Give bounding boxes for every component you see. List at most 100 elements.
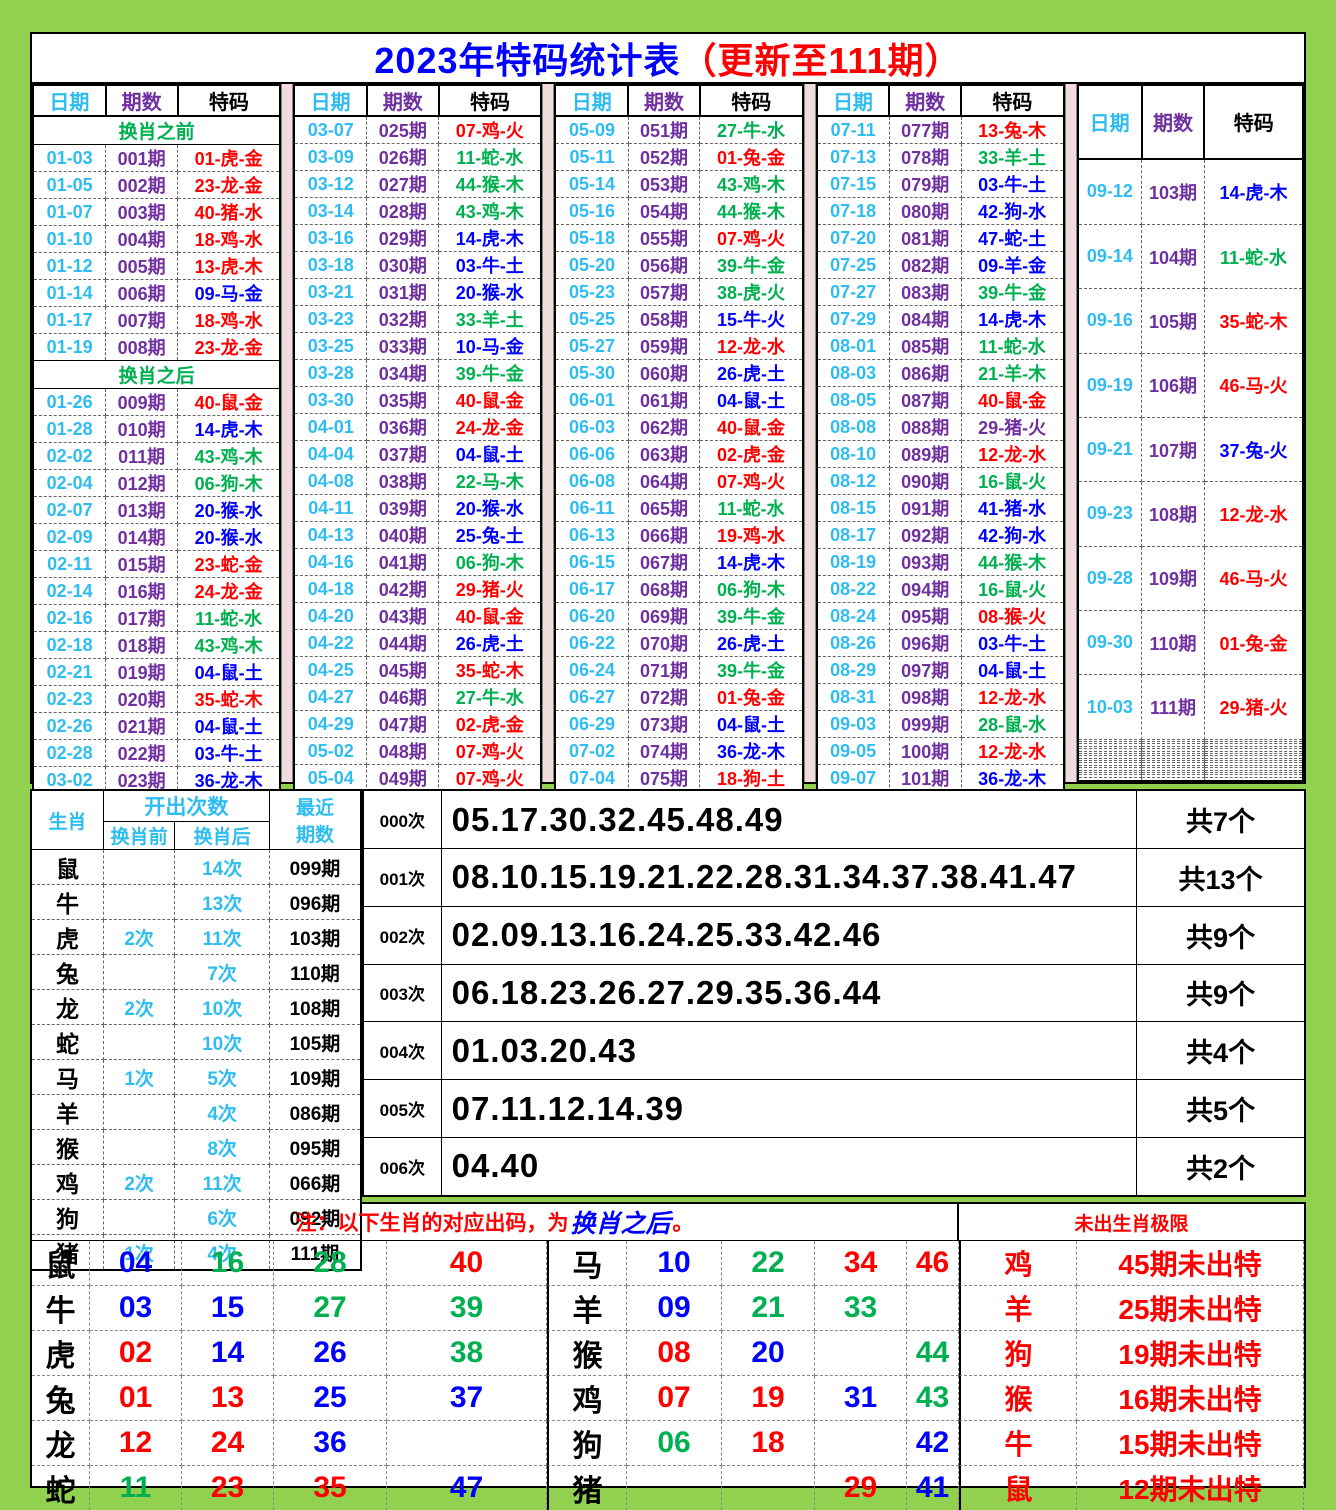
after-count-cell: 14次	[174, 849, 270, 885]
period-cell: 064期	[627, 467, 701, 495]
date-cell: 05-25	[554, 305, 629, 333]
table-row: 06-06 063期 02-虎-金	[554, 440, 804, 468]
period-cell: 009期	[105, 388, 179, 416]
empty-cell	[1203, 776, 1304, 782]
after-count-cell: 10次	[174, 989, 270, 1025]
zodiac-number-cell: 42	[907, 1421, 959, 1466]
table-row: 09-14 104期 11-蛇-水	[1077, 223, 1304, 290]
special-code-cell: 46-马-火	[1203, 352, 1304, 418]
period-cell: 087期	[888, 386, 962, 414]
table-row: 02-21 019期 04-鼠-土	[32, 658, 281, 686]
table-row: 04-25 045期 35-蛇-木	[293, 656, 542, 684]
count-label-cell: 003次	[362, 963, 442, 1023]
special-code-cell: 40-鼠-金	[699, 413, 804, 441]
table-row: 03-07 025期 07-鸡-火	[293, 115, 542, 144]
period-cell: 004期	[105, 225, 179, 253]
zodiac-number-cell: 31	[815, 1376, 907, 1421]
zodiac-name-cell: 龙	[30, 989, 104, 1025]
zodiac-name-right: 羊	[547, 1286, 627, 1331]
period-cell: 096期	[888, 629, 962, 657]
count-label-cell: 005次	[362, 1079, 442, 1138]
date-cell: 06-24	[554, 656, 629, 684]
date-cell: 02-26	[32, 712, 107, 740]
table-row: 08-17 092期 42-狗-水	[816, 521, 1065, 549]
table-row: 09-07 101期 36-龙-木	[816, 764, 1065, 792]
zodiac-name-right: 猴	[547, 1331, 627, 1376]
period-cell: 108期	[1141, 481, 1205, 547]
period-cell: 048期	[366, 737, 440, 765]
limit-text-cell: 45期未出特	[1077, 1241, 1304, 1286]
table-row: 06-20 069期 39-牛-金	[554, 602, 804, 630]
special-code-cell: 12-龙-水	[1203, 481, 1304, 547]
table-row: 07-27 083期 39-牛-金	[816, 278, 1065, 306]
special-code-cell: 06-狗-木	[177, 469, 281, 497]
table-row: 02-07 013期 20-猴-水	[32, 496, 281, 524]
table-row: 08-19 093期 44-猴-木	[816, 548, 1065, 576]
zodiac-stats-row: 牛 13次 096期	[30, 884, 362, 920]
special-code-cell: 44-猴-木	[960, 548, 1065, 576]
zodiac-stats-row: 龙 2次 10次 108期	[30, 989, 362, 1025]
table-row: 01-03 001期 01-虎-金	[32, 144, 281, 172]
table-row: 02-23 020期 35-蛇-木	[32, 685, 281, 713]
period-cell: 054期	[627, 197, 701, 225]
period-cell: 078期	[888, 143, 962, 171]
special-code-cell: 29-猪-火	[1203, 674, 1304, 740]
period-table-groups: 日期 期数 特码 换肖之前 01-03 001期 01-虎-金 01-05 002期 23-龙-金…	[32, 84, 1305, 822]
period-cell: 093期	[888, 548, 962, 576]
date-cell: 06-27	[554, 683, 629, 711]
special-code-cell: 03-牛-土	[177, 739, 281, 767]
period-cell: 057期	[627, 278, 701, 306]
before-count-cell	[102, 1094, 176, 1130]
zodiac-name-cell: 猴	[30, 1129, 104, 1165]
zodiac-name-left: 鼠	[32, 1241, 90, 1286]
period-table-3: 日期 期数 特码 05-09 051期 27-牛-水 05-11 052期 01-兔-金 05-1…	[554, 84, 804, 820]
zodiac-stats-row: 鸡 2次 11次 066期	[30, 1164, 362, 1200]
date-cell: 01-17	[32, 306, 107, 334]
table-row: 06-27 072期 01-兔-金	[554, 683, 804, 711]
note-suffix: 。	[672, 1212, 694, 1235]
table-row: 04-04 037期 04-鼠-土	[293, 440, 542, 468]
period-cell: 071期	[627, 656, 701, 684]
special-code-cell: 44-猴-木	[438, 170, 542, 198]
after-count-cell: 6次	[174, 1199, 270, 1235]
zodiac-statistics-section: 生肖 开出次数 最近 期数 换肖前 换肖后鼠 14次 099期牛 13次 096期虎 2次 11次 10…	[30, 789, 1306, 1271]
zodiac-number-cell: 22	[722, 1241, 815, 1286]
section-label: 换肖之前	[32, 115, 281, 145]
date-cell: 06-20	[554, 602, 629, 630]
date-cell: 03-28	[293, 359, 368, 387]
table-row: 03-30 035期 40-鼠-金	[293, 386, 542, 414]
special-code-cell: 35-蛇-木	[177, 685, 281, 713]
date-cell: 08-15	[816, 494, 890, 522]
special-code-cell: 23-龙-金	[177, 333, 281, 361]
date-cell: 06-29	[554, 710, 629, 738]
special-code-cell: 26-虎-土	[438, 629, 542, 657]
zodiac-header: 生肖	[30, 789, 104, 850]
special-code-cell: 39-牛-金	[960, 278, 1065, 306]
date-cell: 08-24	[816, 602, 890, 630]
zodiac-number-cell: 10	[627, 1241, 722, 1286]
table-row: 04-01 036期 24-龙-金	[293, 413, 542, 441]
period-cell: 003期	[105, 198, 179, 226]
special-code-cell: 22-马-木	[438, 467, 542, 495]
before-count-cell	[102, 849, 176, 885]
zodiac-number-cell	[815, 1421, 907, 1466]
table-row: 06-03 062期 40-鼠-金	[554, 413, 804, 441]
zodiac-name-cell: 鼠	[30, 849, 104, 885]
special-code-cell: 03-牛-土	[960, 629, 1065, 657]
zodiac-number-cell: 43	[907, 1376, 959, 1421]
date-cell: 03-09	[293, 143, 368, 171]
special-code-cell: 27-牛-水	[699, 115, 804, 144]
limit-text-cell: 16期未出特	[1077, 1376, 1304, 1421]
table-row: 05-02 048期 07-鸡-火	[293, 737, 542, 765]
period-cell: 051期	[627, 115, 701, 144]
table-row: 02-18 018期 43-鸡-木	[32, 631, 281, 659]
special-code-cell: 09-羊-金	[960, 251, 1065, 279]
table-row: 03-28 034期 39-牛-金	[293, 359, 542, 387]
table-row: 03-16 029期 14-虎-木	[293, 224, 542, 252]
special-code-cell: 39-牛-金	[699, 656, 804, 684]
count-label-cell: 002次	[362, 905, 442, 965]
date-cell: 07-18	[816, 197, 890, 225]
special-code-cell: 07-鸡-火	[699, 467, 804, 495]
special-code-cell: 14-虎-木	[960, 305, 1065, 333]
recent-period-cell: 109期	[268, 1059, 362, 1095]
